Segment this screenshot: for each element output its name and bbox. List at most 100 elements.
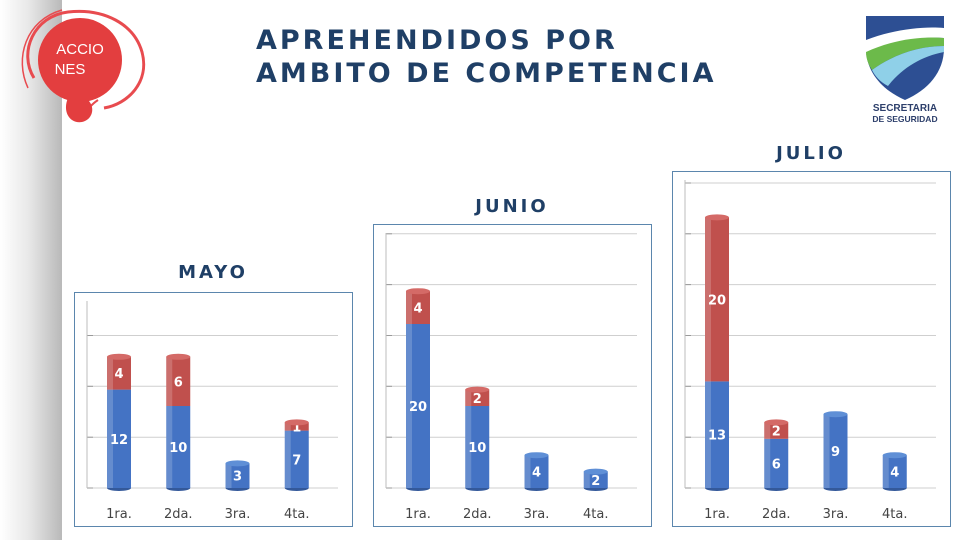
bar-highlight <box>284 422 291 431</box>
bar-group-1: 12 4 <box>107 353 131 491</box>
bar-segment-blue <box>406 324 430 488</box>
chart-junio: 20 4 1ra. 10 2 2da. 4 3ra. 2 4ta. <box>373 224 652 527</box>
page-title-line2: AMBITO DE COMPETENCIA <box>256 58 717 89</box>
bar-highlight <box>284 430 291 488</box>
bar-top-cap <box>225 460 250 467</box>
acciones-logo-line1: ACCIO <box>56 41 104 58</box>
bar-top-cap <box>583 468 608 475</box>
bar-top-cap <box>524 452 549 459</box>
bar-segment-red <box>107 356 131 390</box>
bar-segment-blue <box>166 406 191 488</box>
bar-top-cap <box>882 452 907 459</box>
bar-value-label: 10 <box>468 441 486 456</box>
bar-highlight <box>764 438 771 488</box>
x-tick-label: 2da. <box>164 507 193 522</box>
bar-highlight <box>764 422 771 439</box>
bar-top-cap <box>107 353 131 360</box>
bar-value-label: 6 <box>772 457 781 472</box>
bar-segment-red <box>465 389 490 406</box>
bar-top-cap <box>284 419 309 426</box>
bar-highlight <box>406 324 412 488</box>
bar-highlight <box>465 389 472 406</box>
bar-segment-blue <box>524 455 549 488</box>
bar-segment-blue <box>882 455 907 488</box>
bar-top-cap <box>823 411 848 418</box>
bar-group-3: 9 <box>823 411 848 491</box>
bar-highlight <box>524 455 531 488</box>
bar-group-1: 20 4 <box>406 288 430 491</box>
x-tick-label: 1ra. <box>704 507 730 522</box>
page-title-line1: APREHENDIDOS POR <box>256 25 618 56</box>
bar-value-label: 20 <box>708 293 726 308</box>
bar-segment-blue <box>583 471 608 488</box>
bar-highlight <box>465 406 472 488</box>
bar-highlight <box>882 455 889 488</box>
x-tick-label: 2da. <box>463 507 492 522</box>
bar-highlight <box>705 217 711 382</box>
secretaria-logo-line1: SECRETARIA <box>873 103 937 114</box>
bar-highlight <box>166 356 173 406</box>
bar-segment-blue <box>107 389 131 488</box>
x-tick-label: 3ra. <box>225 507 251 522</box>
bar-group-2: 62 <box>764 419 789 491</box>
bar-group-2: 10 6 <box>166 353 191 491</box>
chart-title-junio: JUNIO <box>475 196 549 217</box>
bar-segment-red <box>705 217 729 382</box>
x-tick-label: 4ta. <box>284 507 309 522</box>
bar-segment-blue <box>465 406 490 488</box>
bar-value-label: 3 <box>233 470 242 485</box>
x-tick-label: 3ra. <box>524 507 550 522</box>
bar-top-cap <box>705 214 729 221</box>
chart-julio: 13 20 1ra. 6 2 2da. 9 3ra. 4 4ta. <box>672 171 951 527</box>
bar-top-cap <box>465 386 490 393</box>
x-tick-label: 1ra. <box>405 507 431 522</box>
bar-top-cap <box>764 419 789 426</box>
bar-value-label: 2 <box>772 425 781 440</box>
bar-highlight <box>823 414 830 488</box>
chart-title-julio: JULIO <box>776 143 846 164</box>
bar-value-label: 13 <box>708 429 726 444</box>
bar-segment-blue <box>225 463 250 488</box>
bar-segment-blue <box>764 438 789 488</box>
bar-top-cap <box>166 353 191 360</box>
bar-value-label: 12 <box>110 433 128 448</box>
bar-segment-red <box>284 422 309 431</box>
bar-segment-red <box>764 422 789 439</box>
bar-highlight <box>583 471 590 488</box>
bar-group-1: 13 20 <box>705 214 729 491</box>
bar-group-3: 4 <box>524 452 549 491</box>
x-tick-label: 1ra. <box>106 507 132 522</box>
x-tick-label: 2da. <box>762 507 791 522</box>
bar-segment-red <box>406 291 430 324</box>
bar-segment-blue <box>705 381 729 488</box>
bar-value-label: 4 <box>413 302 422 317</box>
bar-value-label: 10 <box>169 441 187 456</box>
bar-value-label: 20 <box>409 400 427 415</box>
bar-value-label: 2 <box>473 392 482 407</box>
bar-value-label: 4 <box>532 466 541 481</box>
bar-highlight <box>107 356 113 390</box>
bar-segment-blue <box>284 430 309 488</box>
bar-value-label: 9 <box>831 445 840 460</box>
bar-highlight <box>166 406 173 488</box>
x-tick-label: 4ta. <box>882 507 907 522</box>
secretaria-logo-line2: DE SEGURIDAD <box>872 114 937 124</box>
bar-value-label: 1 <box>292 421 301 436</box>
bar-top-cap <box>406 288 430 295</box>
x-tick-label: 3ra. <box>823 507 849 522</box>
bar-highlight <box>107 389 113 488</box>
bar-value-label: 7 <box>292 453 301 468</box>
bar-group-4: 71 <box>284 419 309 491</box>
bar-value-label: 4 <box>890 466 899 481</box>
chart-title-mayo: MAYO <box>178 262 248 283</box>
acciones-logo: ACCIO NES <box>21 9 146 123</box>
bar-value-label: 4 <box>114 367 123 382</box>
bar-group-2: 10 2 <box>465 386 490 491</box>
chart-svg: 20 4 1ra. 10 2 2da. 4 3ra. 2 4ta. <box>385 233 637 522</box>
bar-group-4: 4 <box>882 452 907 491</box>
acciones-logo-line2: NES <box>55 61 86 78</box>
bar-highlight <box>406 291 412 324</box>
bar-segment-blue <box>823 414 848 488</box>
